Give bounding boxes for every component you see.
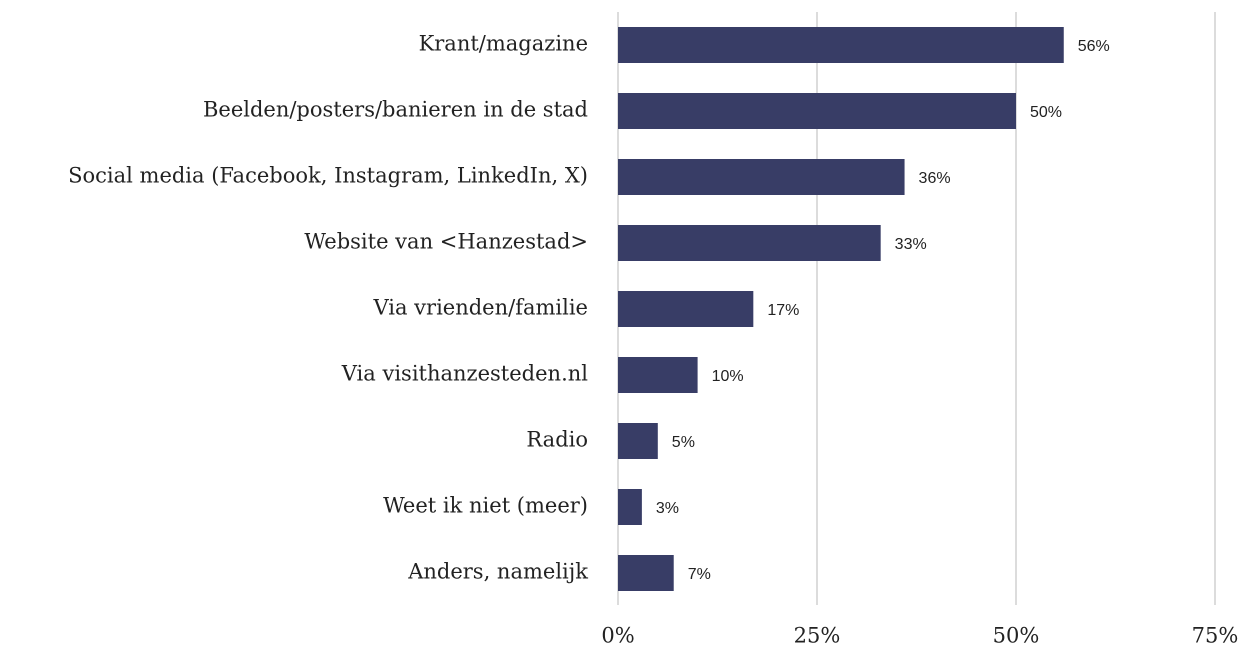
category-label: Via visithanzesteden.nl bbox=[341, 362, 589, 386]
value-label: 5% bbox=[672, 434, 695, 451]
bar bbox=[618, 555, 674, 591]
bar bbox=[618, 357, 698, 393]
value-label: 56% bbox=[1078, 38, 1110, 55]
bar bbox=[618, 489, 642, 525]
value-label: 50% bbox=[1030, 104, 1062, 121]
category-label: Via vrienden/familie bbox=[372, 296, 588, 320]
category-label: Krant/magazine bbox=[419, 32, 588, 56]
bar bbox=[618, 93, 1016, 129]
value-label: 7% bbox=[688, 566, 711, 583]
category-label: Weet ik niet (meer) bbox=[383, 494, 588, 518]
value-label: 36% bbox=[919, 170, 951, 187]
category-label: Social media (Facebook, Instagram, Linke… bbox=[68, 164, 588, 188]
value-label: 17% bbox=[767, 302, 799, 319]
category-label: Anders, namelijk bbox=[407, 560, 588, 584]
bar bbox=[618, 27, 1064, 63]
value-label: 33% bbox=[895, 236, 927, 253]
x-tick-label: 50% bbox=[993, 624, 1040, 648]
bar bbox=[618, 225, 881, 261]
x-tick-label: 25% bbox=[794, 624, 841, 648]
bar bbox=[618, 423, 658, 459]
x-tick-label: 0% bbox=[601, 624, 634, 648]
category-label: Radio bbox=[526, 428, 588, 452]
category-label: Beelden/posters/banieren in de stad bbox=[203, 98, 588, 122]
x-tick-label: 75% bbox=[1192, 624, 1239, 648]
value-label: 3% bbox=[656, 500, 679, 517]
bar bbox=[618, 291, 754, 327]
category-label: Website van <Hanzestad> bbox=[304, 230, 588, 254]
value-label: 10% bbox=[712, 368, 744, 385]
bar bbox=[618, 159, 905, 195]
